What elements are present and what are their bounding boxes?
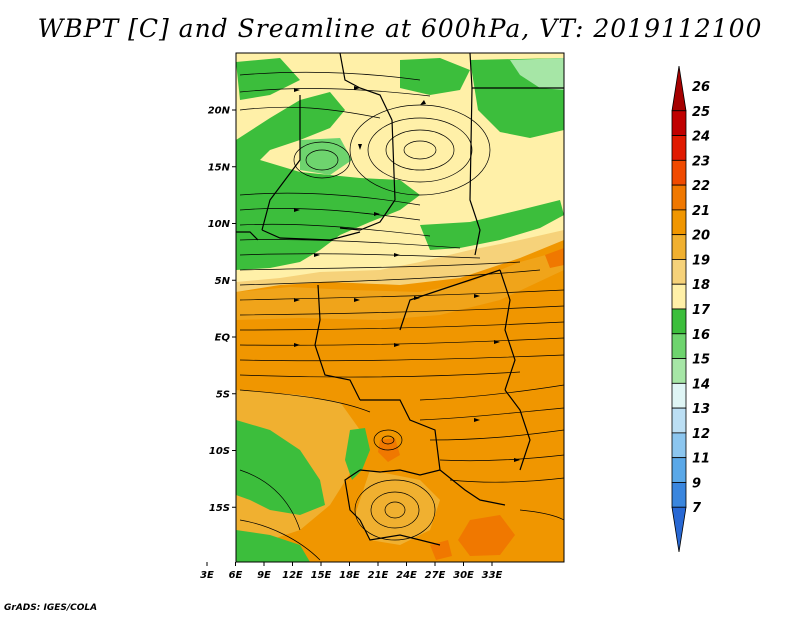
colorbar: 26 25 24 23 22 21 20 19 18 17 16 15 14 13 12 11 9 7 bbox=[671, 65, 711, 553]
colorbar-label: 15 bbox=[692, 353, 710, 368]
colorbar-swatch bbox=[671, 407, 687, 434]
country-borders bbox=[236, 53, 564, 546]
colorbar-swatch bbox=[671, 110, 687, 136]
colorbar-swatch bbox=[671, 209, 687, 236]
colorbar-label: 14 bbox=[692, 377, 710, 392]
map-frame bbox=[235, 52, 565, 563]
colorbar-swatch bbox=[671, 506, 687, 553]
colorbar-label: 9 bbox=[692, 476, 701, 491]
chart-title: WBPT [C] and Sreamline at 600hPa, VT: 20… bbox=[37, 14, 763, 43]
colorbar-swatch bbox=[671, 333, 687, 359]
lat-tick-label: EQ bbox=[215, 333, 231, 344]
colorbar-label: 24 bbox=[692, 130, 710, 145]
lat-tick-label: 5N bbox=[215, 276, 231, 287]
colorbar-swatch bbox=[671, 482, 687, 508]
lat-tick-label: 15S bbox=[209, 503, 230, 514]
streamlines bbox=[239, 71, 564, 561]
wbpt-shading bbox=[236, 53, 564, 562]
colorbar-label: 17 bbox=[692, 303, 711, 318]
colorbar-swatch bbox=[671, 259, 687, 285]
lon-tick-label: 3E bbox=[200, 570, 214, 581]
colorbar-swatch bbox=[671, 65, 687, 112]
colorbar-label: 11 bbox=[692, 452, 710, 467]
colorbar-label: 18 bbox=[692, 278, 710, 293]
lat-tick-label: 20N bbox=[208, 106, 231, 117]
colorbar-swatch bbox=[671, 283, 687, 310]
lon-tick-label: 27E bbox=[425, 570, 446, 581]
colorbar-swatch bbox=[671, 457, 687, 483]
colorbar-swatch bbox=[671, 358, 687, 384]
colorbar-label: 26 bbox=[692, 80, 710, 95]
colorbar-label: 19 bbox=[692, 253, 710, 268]
colorbar-swatch bbox=[671, 234, 687, 260]
colorbar-label: 23 bbox=[692, 154, 710, 169]
colorbar-swatch bbox=[671, 135, 687, 161]
colorbar-swatch bbox=[671, 159, 687, 186]
colorbar-label: 16 bbox=[692, 328, 710, 343]
lon-tick-label: 18E bbox=[339, 570, 360, 581]
colorbar-swatch bbox=[671, 382, 687, 409]
longitude-axis: 3E 6E 9E 12E 15E 18E 21E 24E 27E 30E 33E bbox=[200, 562, 503, 581]
lat-tick-label: 5S bbox=[216, 389, 230, 400]
colorbar-swatch bbox=[671, 184, 687, 211]
lon-tick-label: 21E bbox=[368, 570, 389, 581]
colorbar-swatch bbox=[671, 308, 687, 335]
lon-tick-label: 15E bbox=[311, 570, 332, 581]
lon-tick-label: 30E bbox=[453, 570, 474, 581]
colorbar-label: 7 bbox=[692, 501, 702, 516]
lon-tick-label: 9E bbox=[257, 570, 271, 581]
colorbar-label: 21 bbox=[692, 204, 710, 219]
colorbar-label: 12 bbox=[692, 427, 710, 442]
lat-tick-label: 10S bbox=[209, 446, 230, 457]
lon-tick-label: 33E bbox=[482, 570, 503, 581]
colorbar-swatch bbox=[671, 432, 687, 459]
credit-label: GrADS: IGES/COLA bbox=[4, 603, 98, 613]
stream-arrows bbox=[294, 86, 520, 462]
latitude-axis: 20N 15N 10N 5N EQ 5S 10S 15S bbox=[208, 106, 236, 514]
lat-tick-label: 10N bbox=[208, 219, 231, 230]
colorbar-label: 22 bbox=[692, 179, 710, 194]
lon-tick-label: 6E bbox=[229, 570, 243, 581]
colorbar-label: 25 bbox=[692, 105, 710, 120]
lon-tick-label: 12E bbox=[282, 570, 303, 581]
colorbar-label: 20 bbox=[692, 229, 710, 244]
lon-tick-label: 24E bbox=[396, 570, 417, 581]
colorbar-label: 13 bbox=[692, 402, 710, 417]
lat-tick-label: 15N bbox=[208, 162, 231, 173]
